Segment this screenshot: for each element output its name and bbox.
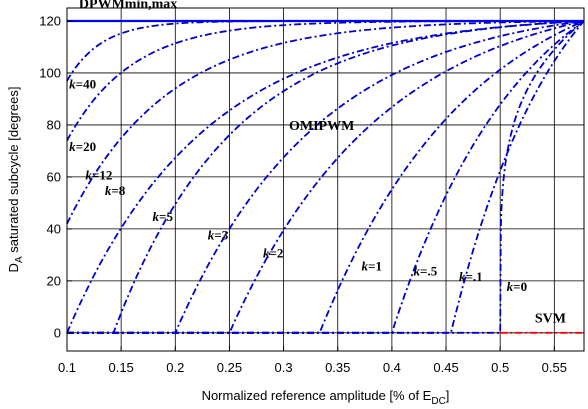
k-label-prefix: k xyxy=(507,279,514,294)
x-tick-label: 0.2 xyxy=(166,360,184,375)
k-label-value: =.5 xyxy=(420,264,438,279)
k-label-value: =2 xyxy=(270,245,284,260)
k-label-value: =12 xyxy=(92,168,112,183)
k-label: k=0 xyxy=(507,279,527,294)
series-line-k-12 xyxy=(66,20,584,225)
k-label-prefix: k xyxy=(459,269,466,284)
k-label-prefix: k xyxy=(105,183,112,198)
x-tick-label: 0.5 xyxy=(491,360,509,375)
dpwm-annotation: DPWMmin,max xyxy=(79,0,177,12)
k-label-prefix: k xyxy=(69,139,76,154)
series-line-k-20 xyxy=(66,20,584,141)
y-tick-label: 20 xyxy=(47,273,61,288)
k-label-value: =1 xyxy=(368,258,382,273)
y-tick-label: 40 xyxy=(47,221,61,236)
k-label: k=12 xyxy=(85,168,112,183)
series-line-k-40 xyxy=(66,20,584,82)
k-label-prefix: k xyxy=(362,258,369,273)
k-label-prefix: k xyxy=(85,168,92,183)
k-label-prefix: k xyxy=(69,77,76,92)
k-label: k=2 xyxy=(263,245,283,260)
series-line-k-0 xyxy=(67,20,585,334)
x-tick-label: 0.15 xyxy=(108,360,133,375)
k-label-value: =3 xyxy=(214,227,228,242)
y-axis-title: DA saturated subcycle [degrees] xyxy=(6,87,25,273)
k-label-prefix: k xyxy=(263,245,270,260)
k-label: k=40 xyxy=(69,77,96,92)
y-tick-label: 60 xyxy=(47,169,61,184)
y-tick-label: 0 xyxy=(54,325,61,340)
k-label-value: =40 xyxy=(76,77,96,92)
x-tick-label: 0.3 xyxy=(275,360,293,375)
series-line-k-2 xyxy=(67,20,585,334)
y-tick-label: 80 xyxy=(47,117,61,132)
x-axis-title-subscript: DC xyxy=(431,396,445,407)
x-tick-label: 0.55 xyxy=(542,360,567,375)
x-tick-label: 0.1 xyxy=(58,360,76,375)
label-layer: DPWMmin,max OMIPWM SVM Normalized refere… xyxy=(6,0,566,407)
k-label-prefix: k xyxy=(414,264,421,279)
x-tick-label: 0.35 xyxy=(325,360,350,375)
x-axis-title: Normalized reference amplitude [% of EDC… xyxy=(202,388,450,407)
series-line-k-0_5 xyxy=(67,20,585,334)
axis-layer: 0.1 0.15 0.2 0.25 0.3 0.35 0.4 0.45 0.5 0.55 0 20 40… xyxy=(39,7,585,375)
x-tick-label: 0.45 xyxy=(433,360,458,375)
series-line-k-3 xyxy=(67,20,585,334)
y-axis-title-subscript: A xyxy=(14,256,25,263)
k-label: k=3 xyxy=(208,227,229,242)
x-axis-title-main: Normalized reference amplitude [% of E xyxy=(202,388,432,403)
k-label-value: =5 xyxy=(159,209,173,224)
k-label-value: =20 xyxy=(76,139,96,154)
series-line-k-0_1 xyxy=(67,20,585,334)
k-label: k=8 xyxy=(105,183,126,198)
svm-annotation: SVM xyxy=(535,311,566,326)
grid-layer xyxy=(66,8,584,351)
k-label: k=20 xyxy=(69,139,96,154)
k-label: k=.1 xyxy=(459,269,483,284)
k-label-value: =.1 xyxy=(466,269,483,284)
k-label-value: =8 xyxy=(111,183,125,198)
y-axis-title-tail: saturated subcycle [degrees] xyxy=(6,87,21,257)
k-label: k=5 xyxy=(153,209,174,224)
y-tick-label: 120 xyxy=(39,13,61,28)
k-label: k=1 xyxy=(362,258,382,273)
x-axis-title-tail: ] xyxy=(446,388,450,403)
plot-frame xyxy=(66,7,585,352)
k-label-value: =0 xyxy=(513,279,527,294)
k-label-prefix: k xyxy=(153,209,160,224)
y-axis-title-main: D xyxy=(6,263,21,272)
k-label: k=.5 xyxy=(414,264,438,279)
y-tick-label: 100 xyxy=(39,65,61,80)
x-tick-label: 0.25 xyxy=(217,360,242,375)
curve-layer xyxy=(66,19,585,334)
omipwm-annotation: OMIPWM xyxy=(289,119,354,134)
x-tick-label: 0.4 xyxy=(383,360,401,375)
k-label-prefix: k xyxy=(208,227,215,242)
